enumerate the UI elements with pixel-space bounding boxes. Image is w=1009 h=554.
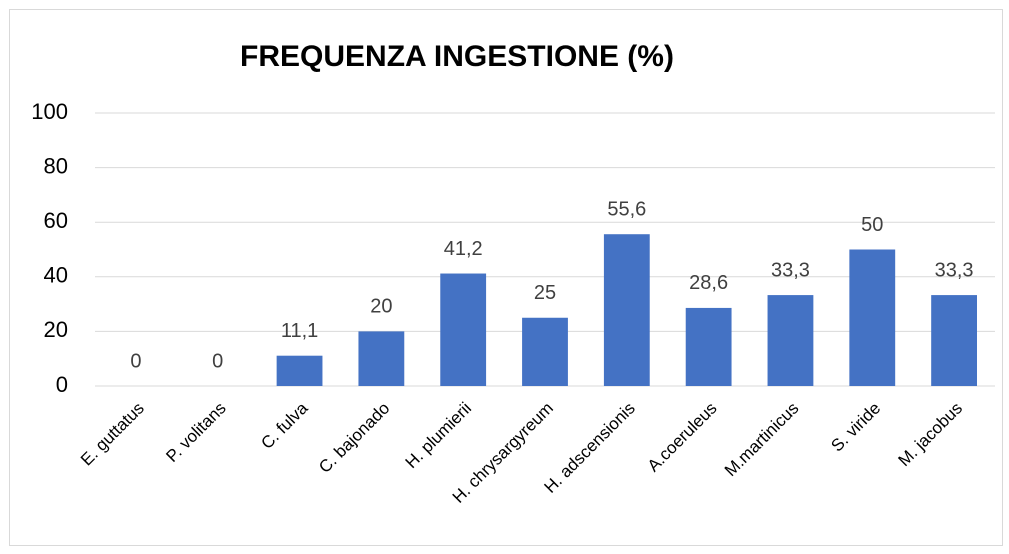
- bar: [931, 295, 977, 386]
- bar: [603, 234, 650, 386]
- bar: [358, 331, 405, 386]
- y-tick-label: 100: [31, 99, 68, 124]
- chart-title: FREQUENZA INGESTIONE (%): [240, 40, 674, 73]
- data-label: 0: [212, 350, 223, 372]
- bar: [685, 307, 732, 386]
- bar: [440, 273, 487, 386]
- y-tick-label: 80: [44, 153, 68, 178]
- y-tick-label: 0: [56, 372, 68, 397]
- data-label: 0: [130, 350, 141, 372]
- y-tick-label: 20: [44, 317, 68, 342]
- data-label: 41,2: [444, 238, 483, 260]
- bar: [849, 249, 896, 386]
- bar: [276, 355, 323, 386]
- y-tick-label: 40: [44, 263, 68, 288]
- data-label: 20: [370, 296, 392, 318]
- y-tick-label: 60: [44, 208, 68, 233]
- data-label: 11,1: [281, 320, 318, 342]
- data-label: 33,3: [771, 259, 810, 281]
- data-label: 28,6: [689, 272, 728, 294]
- data-label: 25: [534, 282, 556, 304]
- data-label: 55,6: [607, 198, 646, 220]
- bar: [767, 295, 814, 386]
- data-label: 33,3: [935, 259, 974, 281]
- data-label: 50: [861, 214, 883, 236]
- bar: [522, 317, 568, 386]
- chart-border: [9, 9, 1003, 546]
